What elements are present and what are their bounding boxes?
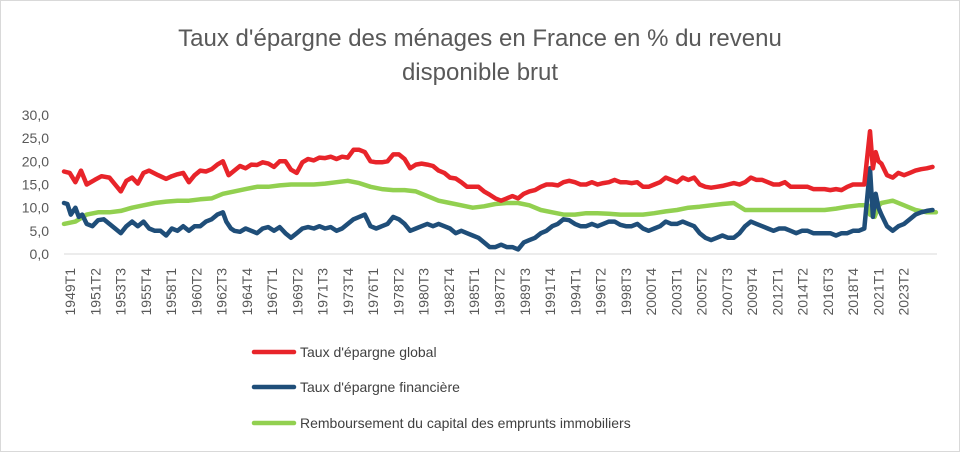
- series-line-3: [61, 178, 939, 227]
- chart-title-line-1: Taux d'épargne des ménages en France en …: [178, 25, 782, 52]
- x-tick-label: 1991T4: [542, 268, 558, 316]
- x-tick-label: 2005T2: [694, 268, 710, 316]
- x-tick-label: 2014T2: [795, 268, 811, 316]
- x-tick-label: 1978T2: [390, 268, 406, 316]
- chart-title-line-2: disponible brut: [401, 59, 559, 86]
- x-tick-label: 1949T1: [62, 268, 78, 316]
- plot-area: [61, 128, 939, 252]
- x-tick-label: 2007T3: [719, 268, 735, 316]
- x-tick-label: 2009T4: [744, 268, 760, 316]
- x-tick-label: 1982T4: [441, 268, 457, 316]
- y-axis: 30,0 25,0 20,0 15,0 10,0 5,0 0,0: [22, 107, 49, 262]
- x-tick-label: 2018T4: [845, 268, 861, 316]
- chart-title: Taux d'épargne des ménages en France en …: [0, 22, 960, 90]
- x-tick-label: 1953T3: [113, 268, 129, 316]
- y-tick-label: 10,0: [22, 200, 49, 216]
- y-tick-label: 0,0: [30, 246, 50, 262]
- x-tick-label: 1962T3: [214, 268, 230, 316]
- x-tick-label: 1955T4: [138, 268, 154, 316]
- x-tick-label: 2016T3: [820, 268, 836, 316]
- x-tick-label: 1951T2: [87, 268, 103, 316]
- series-line-2: [61, 166, 935, 252]
- x-tick-label: 1985T1: [466, 268, 482, 316]
- x-tick-label: 1960T2: [188, 268, 204, 316]
- x-tick-label: 1964T4: [239, 268, 255, 316]
- series-line-1: [61, 128, 935, 203]
- x-tick-label: 2000T4: [643, 268, 659, 316]
- y-tick-label: 20,0: [22, 153, 49, 169]
- x-tick-label: 1973T4: [340, 268, 356, 316]
- x-tick-label: 2021T1: [870, 268, 886, 316]
- x-tick-label: 1987T2: [492, 268, 508, 316]
- x-axis: 1949T1 1951T2 1953T3 1955T4 1958T1 1960T2 1962…: [62, 268, 912, 316]
- y-tick-label: 5,0: [30, 223, 50, 239]
- x-tick-label: 2023T2: [896, 268, 912, 316]
- legend-label-2: Taux d'épargne financière: [300, 379, 460, 395]
- x-tick-label: 1967T1: [264, 268, 280, 316]
- legend-label-1: Taux d'épargne global: [300, 344, 437, 360]
- x-tick-label: 1996T2: [593, 268, 609, 316]
- x-tick-label: 1958T1: [163, 268, 179, 316]
- legend-label-3: Remboursement du capital des emprunts im…: [300, 415, 631, 431]
- x-tick-label: 1976T1: [365, 268, 381, 316]
- x-tick-label: 1969T2: [289, 268, 305, 316]
- x-tick-label: 1971T3: [315, 268, 331, 316]
- x-tick-label: 1989T3: [517, 268, 533, 316]
- y-tick-label: 30,0: [22, 107, 49, 123]
- x-tick-label: 1980T3: [416, 268, 432, 316]
- x-tick-label: 2003T1: [668, 268, 684, 316]
- x-tick-label: 1998T3: [618, 268, 634, 316]
- y-tick-label: 15,0: [22, 177, 49, 193]
- legend: Taux d'épargne global Taux d'épargne fina…: [251, 344, 631, 431]
- y-tick-label: 25,0: [22, 130, 49, 146]
- x-tick-label: 2012T1: [769, 268, 785, 316]
- x-tick-label: 1994T1: [567, 268, 583, 316]
